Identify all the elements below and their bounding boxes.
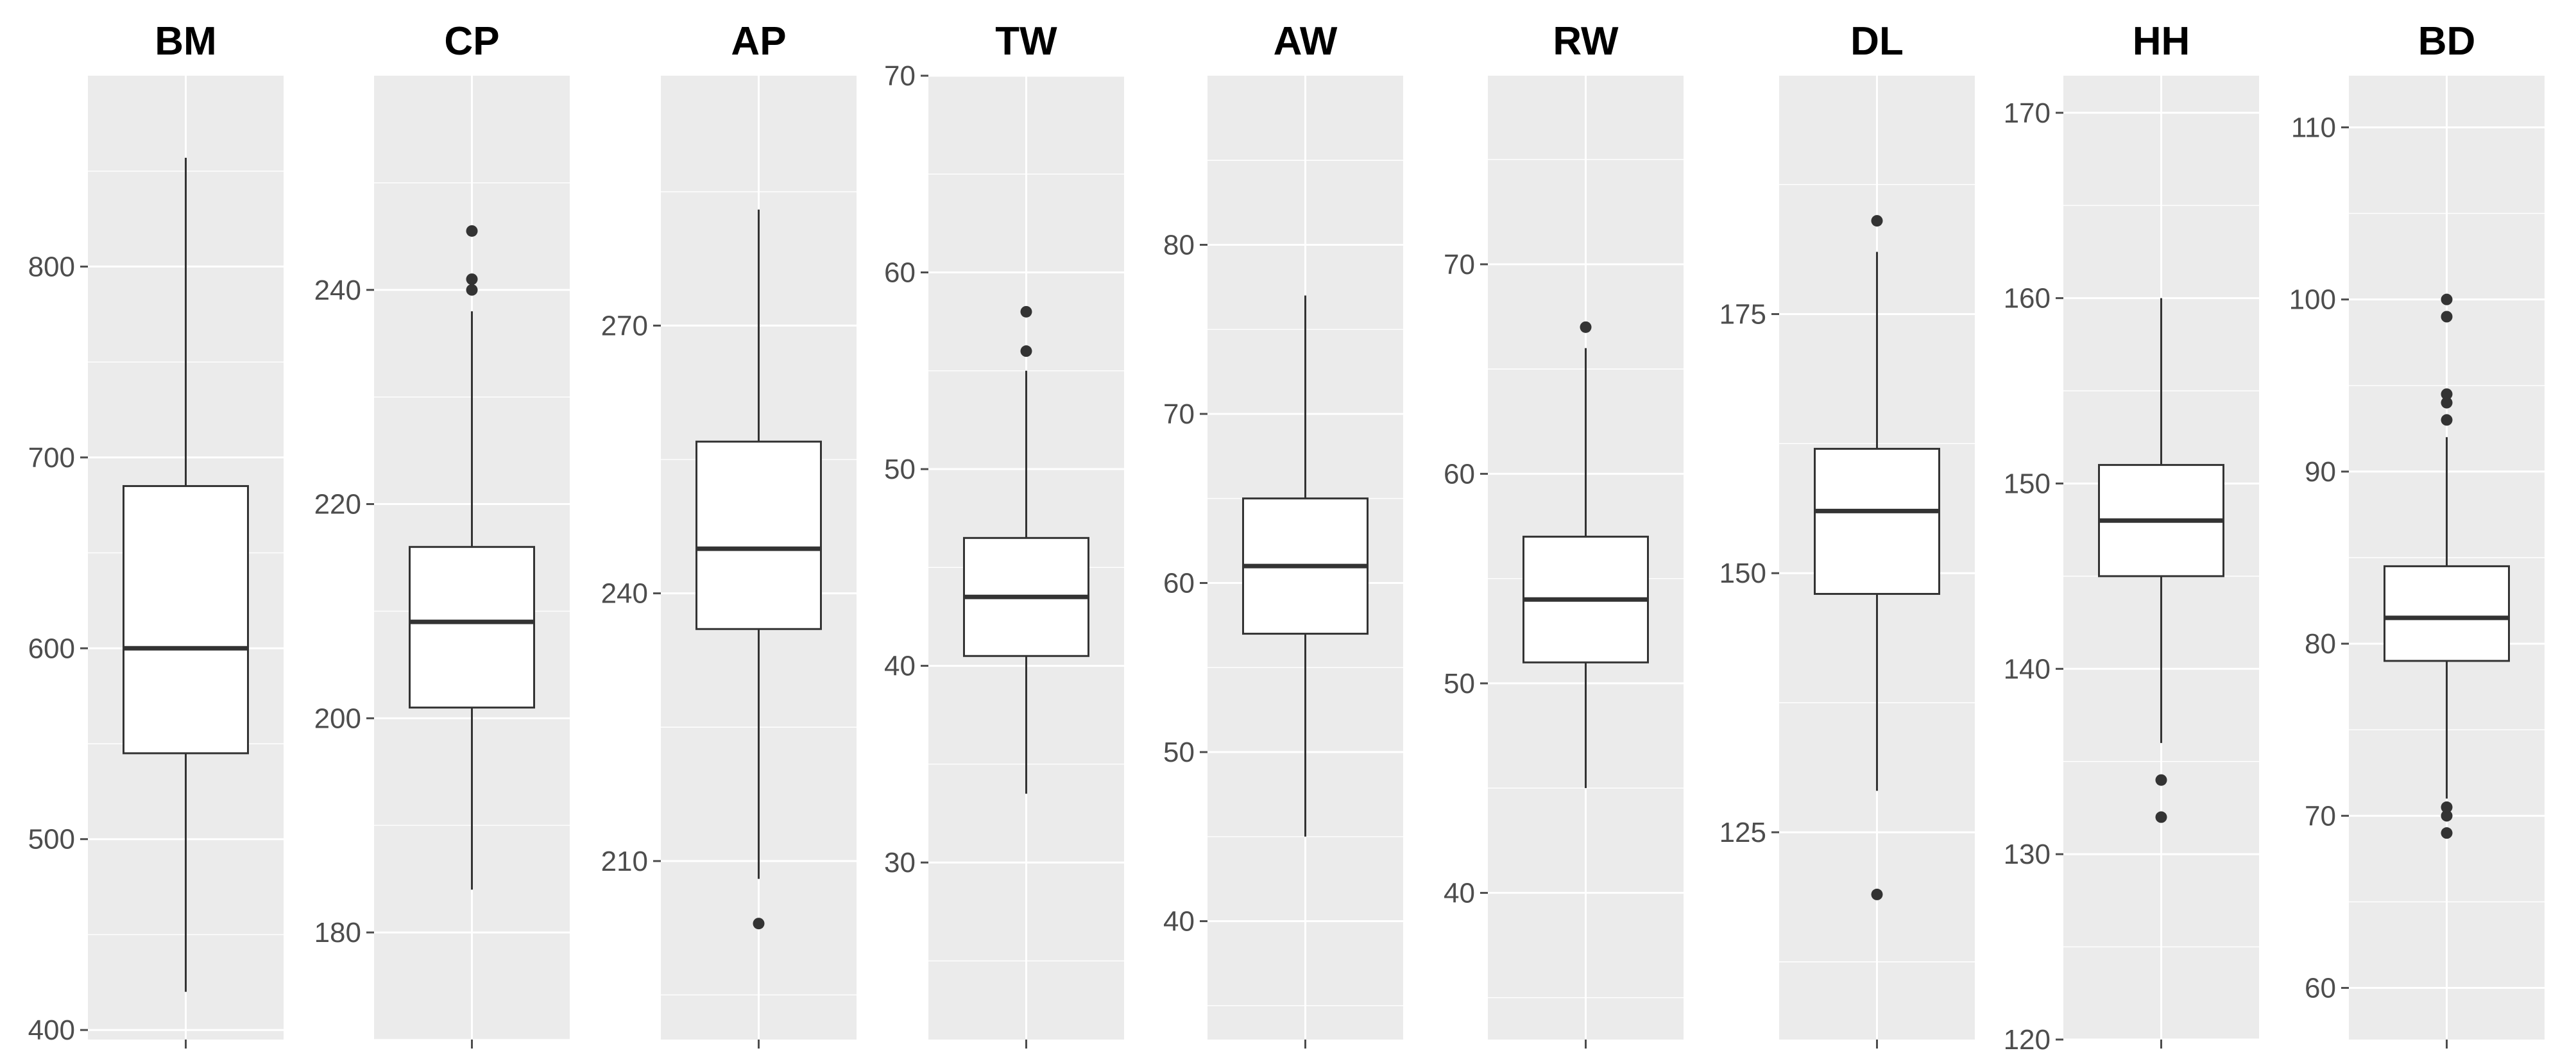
y-tick-label: 210: [601, 846, 648, 877]
y-tick-label: 170: [2004, 98, 2051, 129]
panel-title: TW: [995, 19, 1057, 64]
box-iqr: [2384, 565, 2510, 662]
outlier-point: [2155, 774, 2167, 786]
panel-cp: 180 200 220 240 CP: [314, 19, 570, 1049]
panel-bd: 60 70 80 90 100 110 BD: [2289, 19, 2545, 1049]
outlier-point: [1020, 345, 1032, 357]
outlier-point: [2441, 293, 2453, 305]
y-tick-label: 40: [1444, 877, 1475, 909]
y-tick-label: 130: [2004, 839, 2051, 870]
outlier-point: [2155, 811, 2167, 823]
box-iqr: [695, 440, 822, 630]
y-tick-label: 100: [2289, 284, 2336, 316]
outlier-point: [2441, 801, 2453, 813]
panel-rw: 40 50 60 70 RW: [1444, 19, 1684, 1049]
y-tick-label: 80: [1163, 230, 1195, 261]
y-tick-label: 30: [884, 847, 916, 878]
y-tick-label: 110: [2291, 112, 2336, 143]
y-tick-label: 500: [28, 824, 75, 855]
y-tick-label: 60: [884, 257, 916, 289]
panel-title: RW: [1553, 19, 1619, 64]
outlier-point: [2441, 414, 2453, 426]
outlier-point: [466, 225, 478, 237]
y-tick-label: 240: [314, 275, 361, 306]
panel-dl: 125 150 175 DL: [1719, 19, 1975, 1049]
outlier-point: [466, 284, 478, 296]
y-tick-label: 400: [28, 1015, 75, 1046]
y-tick-label: 70: [1444, 249, 1475, 280]
outlier-point: [2441, 311, 2453, 323]
y-tick-label: 200: [314, 703, 361, 734]
outlier-point: [2441, 810, 2453, 822]
panel-title: DL: [1850, 19, 1904, 64]
y-tick-label: 175: [1719, 298, 1766, 330]
y-tick-label: 125: [1719, 817, 1766, 848]
outlier-point: [2441, 827, 2453, 839]
panel-tw: 30 40 50 60 70 TW: [884, 19, 1124, 1049]
y-tick-label: 270: [601, 310, 648, 341]
panel-title: HH: [2133, 19, 2190, 64]
outlier-point: [1871, 215, 1883, 227]
outlier-point: [753, 918, 765, 930]
panel-ap: 210 240 270 AP: [601, 19, 857, 1049]
y-tick-label: 60: [1444, 458, 1475, 490]
y-tick-label: 90: [2305, 456, 2336, 488]
y-tick-label: 600: [28, 633, 75, 664]
y-tick-label: 220: [314, 489, 361, 520]
y-tick-label: 50: [1163, 737, 1195, 768]
y-tick-label: 140: [2004, 653, 2051, 685]
panel-bm: 400 500 600 700 800 BM: [28, 19, 284, 1049]
y-tick-label: 80: [2305, 628, 2336, 660]
y-tick-label: 150: [2004, 468, 2051, 499]
y-tick-label: 50: [884, 454, 916, 485]
outlier-point: [2441, 388, 2453, 400]
y-tick-label: 50: [1444, 668, 1475, 699]
y-tick-label: 120: [2004, 1024, 2051, 1056]
y-tick-label: 800: [28, 251, 75, 282]
y-tick-label: 40: [884, 651, 916, 682]
outlier-point: [466, 273, 478, 286]
y-tick-label: 150: [1719, 558, 1766, 589]
panel-title: BD: [2418, 19, 2476, 64]
panel-title: AP: [731, 19, 786, 64]
outlier-point: [1871, 888, 1883, 900]
panel-hh: 120 130 140 150 160 170 HH: [2004, 19, 2259, 1056]
y-tick-label: 60: [2305, 973, 2336, 1004]
box-iqr: [123, 484, 249, 755]
y-tick-label: 700: [28, 442, 75, 474]
y-tick-label: 70: [2305, 800, 2336, 832]
y-tick-label: 180: [314, 917, 361, 948]
box-iqr: [1814, 447, 1940, 595]
y-tick-label: 60: [1163, 568, 1195, 599]
panel-aw: 40 50 60 70 80 AW: [1163, 19, 1403, 1049]
outlier-point: [1580, 321, 1592, 333]
outlier-point: [1020, 305, 1032, 318]
y-tick-label: 70: [884, 60, 916, 92]
y-tick-label: 40: [1163, 906, 1195, 938]
y-tick-label: 240: [601, 578, 648, 610]
outlier-point: [2441, 397, 2453, 409]
y-tick-label: 70: [1163, 398, 1195, 430]
panel-title: CP: [444, 19, 499, 64]
panel-title: BM: [155, 19, 216, 64]
box-iqr: [409, 545, 535, 709]
panel-title: AW: [1274, 19, 1338, 64]
y-tick-label: 160: [2004, 283, 2051, 314]
